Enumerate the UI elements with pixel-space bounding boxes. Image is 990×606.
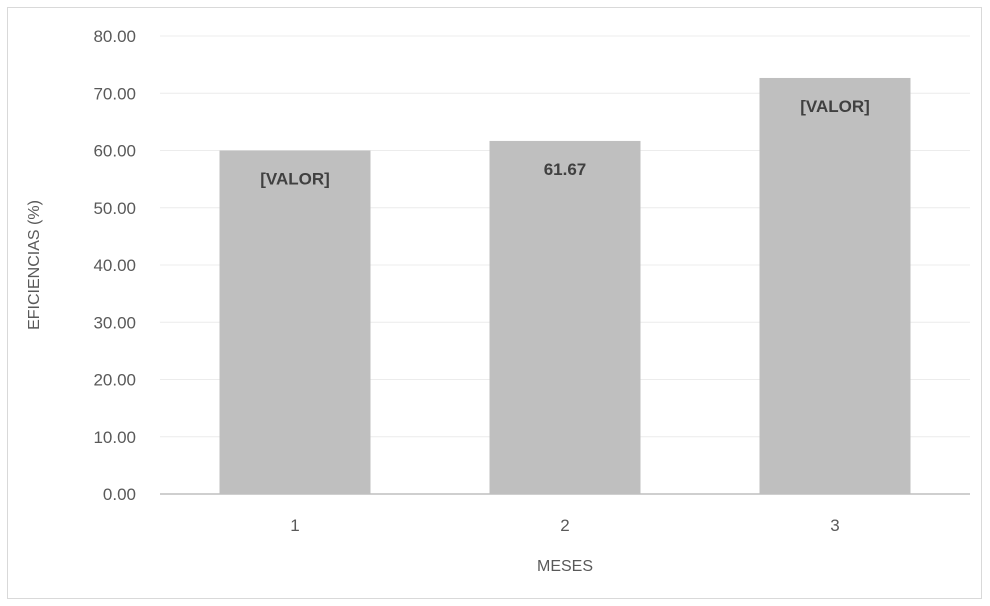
y-tick-label: 10.00 (93, 428, 136, 447)
y-tick-label: 70.00 (93, 84, 136, 103)
y-axis-title: EFICIENCIAS (%) (26, 200, 43, 330)
bar-data-label: [VALOR] (260, 170, 330, 189)
x-tick-label: 3 (830, 516, 839, 535)
bars (219, 77, 911, 495)
bar-data-label: 61.67 (544, 160, 587, 179)
y-tick-label: 60.00 (93, 142, 136, 161)
y-tick-label: 30.00 (93, 313, 136, 332)
bar (219, 150, 371, 494)
x-tick-label: 2 (560, 516, 569, 535)
y-tick-label: 0.00 (103, 485, 136, 504)
x-tick-label: 1 (290, 516, 299, 535)
y-tick-label: 20.00 (93, 371, 136, 390)
bar (489, 140, 641, 494)
x-axis-title: MESES (537, 558, 593, 575)
y-tick-label: 40.00 (93, 256, 136, 275)
bar (759, 77, 911, 495)
y-tick-label: 50.00 (93, 199, 136, 218)
bar-data-label: [VALOR] (800, 97, 870, 116)
y-tick-label: 80.00 (93, 27, 136, 46)
labels: 0.00 10.00 20.00 30.00 40.00 50.00 60.00 70.00 8… (93, 27, 869, 535)
